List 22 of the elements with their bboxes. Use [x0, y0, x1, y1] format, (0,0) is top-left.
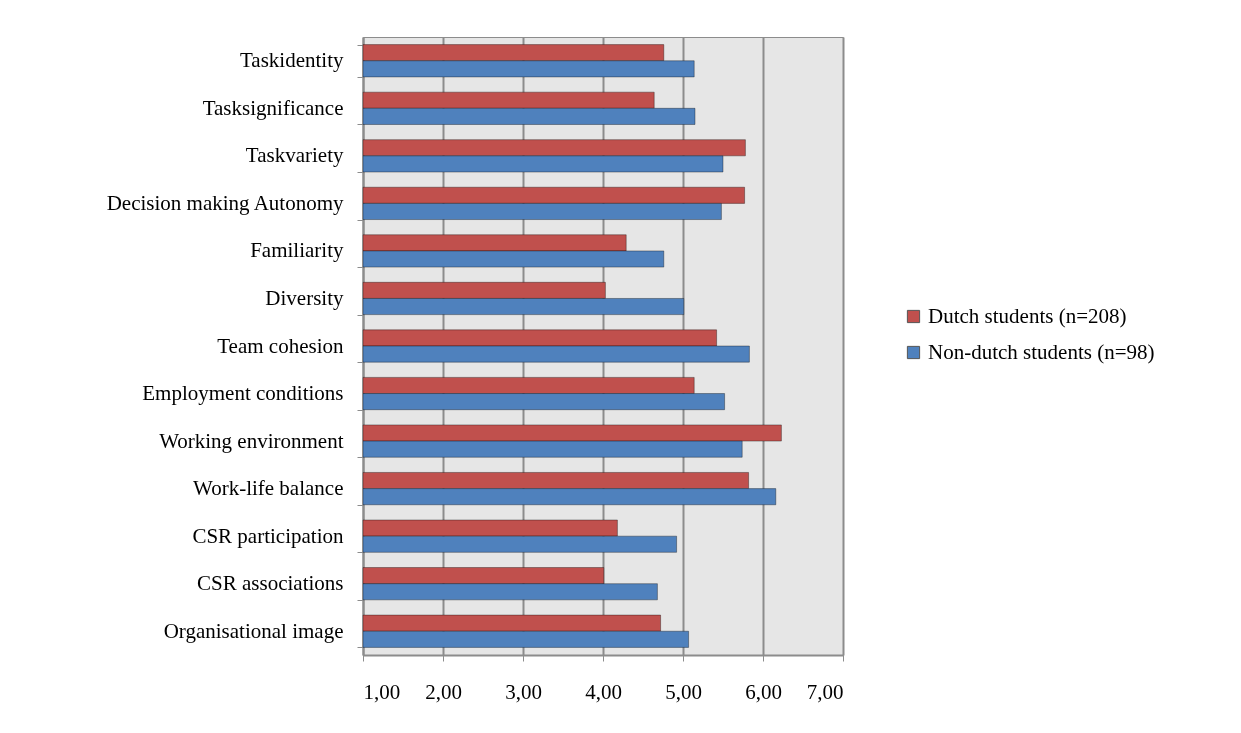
y-tick-label: Diversity — [265, 285, 344, 310]
y-tick-label: Taskvariety — [245, 143, 344, 168]
x-tick-label: 3,00 — [505, 679, 542, 704]
legend-label: Non-dutch students (n=98) — [928, 339, 1155, 364]
y-tick-label: Familiarity — [250, 238, 344, 263]
y-tick-label: Taskidentity — [239, 48, 344, 73]
legend-label: Dutch students (n=208) — [928, 303, 1127, 328]
y-tick-label: Working environment — [159, 428, 344, 453]
y-tick-label: Decision making Autonomy — [106, 190, 344, 215]
x-tick-label: 1,00 — [363, 679, 401, 704]
y-tick-label: Tasksignificance — [202, 95, 344, 120]
y-tick-label: Team cohesion — [217, 333, 344, 358]
y-tick-label: CSR associations — [197, 571, 344, 596]
x-tick-label: 5,00 — [665, 679, 702, 704]
x-tick-label: 7,00 — [806, 679, 844, 704]
x-tick-label: 2,00 — [425, 679, 462, 704]
y-tick-label: Work-life balance — [193, 476, 344, 501]
y-tick-label: Employment conditions — [142, 381, 344, 406]
x-tick-label: 4,00 — [585, 679, 622, 704]
x-tick-label: 6,00 — [745, 679, 782, 704]
y-tick-label: CSR participation — [192, 523, 344, 548]
y-tick-label: Organisational image — [163, 618, 344, 643]
